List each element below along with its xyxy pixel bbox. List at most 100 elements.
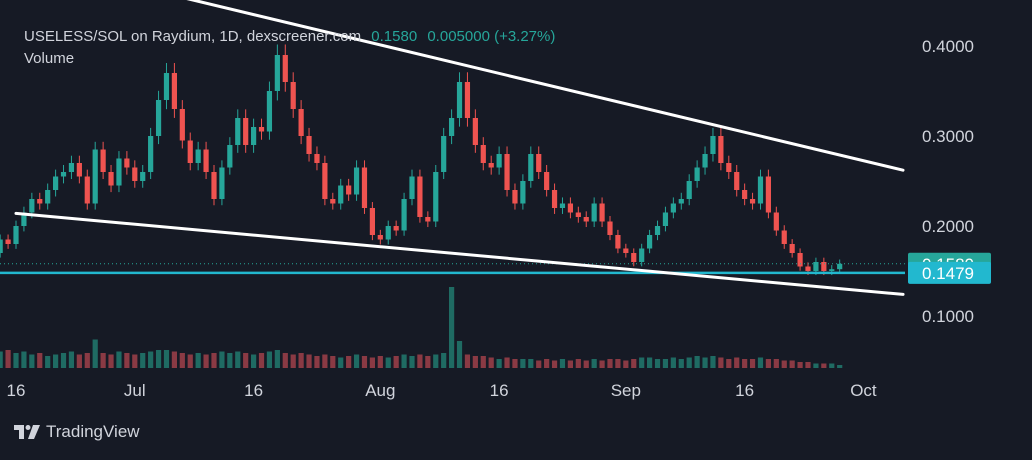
candle-body[interactable] (171, 73, 177, 109)
candle-body[interactable] (425, 217, 431, 222)
candle-body[interactable] (647, 235, 653, 249)
candle-body[interactable] (377, 235, 383, 240)
candle-body[interactable] (187, 140, 193, 164)
candle-body[interactable] (472, 118, 478, 145)
candle-body[interactable] (100, 149, 106, 173)
candle-body[interactable] (274, 55, 280, 91)
candle-body[interactable] (13, 226, 19, 244)
candle-body[interactable] (504, 154, 510, 190)
candle-body[interactable] (124, 158, 130, 168)
candle-body[interactable] (266, 91, 273, 132)
candle-body[interactable] (314, 154, 320, 163)
candle-body[interactable] (298, 109, 304, 136)
candle-body[interactable] (290, 82, 296, 109)
candle-body[interactable] (591, 203, 597, 222)
candle-body[interactable] (0, 239, 3, 254)
candle-body[interactable] (583, 217, 589, 222)
candle-body[interactable] (29, 199, 35, 213)
candle-body[interactable] (544, 172, 550, 190)
candle-body[interactable] (726, 163, 732, 172)
candle-body[interactable] (195, 149, 201, 164)
candle-body[interactable] (148, 136, 154, 172)
candle-body[interactable] (480, 145, 486, 163)
candle-body[interactable] (5, 239, 11, 245)
candle-body[interactable] (662, 212, 669, 227)
candle-body[interactable] (116, 158, 122, 186)
candle-body[interactable] (456, 82, 463, 118)
candle-body[interactable] (742, 190, 748, 199)
candle-body[interactable] (821, 262, 827, 271)
candle-body[interactable] (829, 269, 835, 271)
candle-body[interactable] (678, 199, 684, 204)
candle-body[interactable] (92, 149, 98, 204)
candle-body[interactable] (496, 154, 502, 168)
candle-body[interactable] (734, 172, 740, 190)
candle-body[interactable] (243, 118, 249, 145)
candle-body[interactable] (393, 226, 399, 231)
candle-body[interactable] (631, 253, 637, 262)
candle-body[interactable] (670, 203, 676, 213)
candle-body[interactable] (235, 118, 241, 145)
candle-body[interactable] (45, 190, 51, 204)
candle-body[interactable] (710, 136, 716, 154)
candle-body[interactable] (837, 263, 843, 270)
candle-body[interactable] (163, 73, 170, 100)
candle-body[interactable] (60, 172, 67, 177)
candle-body[interactable] (694, 167, 700, 182)
candle-body[interactable] (203, 149, 209, 173)
candle-body[interactable] (464, 82, 471, 118)
candle-body[interactable] (306, 136, 312, 154)
candle-body[interactable] (322, 163, 328, 199)
candle-body[interactable] (211, 172, 217, 199)
candle-body[interactable] (449, 118, 455, 136)
candle-body[interactable] (68, 163, 75, 172)
candle-body[interactable] (219, 167, 225, 200)
candle-body[interactable] (615, 235, 621, 249)
candle-body[interactable] (441, 136, 447, 172)
candle-body[interactable] (718, 136, 724, 163)
candle-body[interactable] (140, 172, 146, 181)
candle-body[interactable] (401, 199, 407, 231)
candle-body[interactable] (520, 181, 526, 204)
candle-body[interactable] (813, 262, 819, 271)
candle-body[interactable] (258, 127, 265, 132)
candle-body[interactable] (575, 212, 581, 218)
candle-body[interactable] (749, 199, 756, 204)
candle-body[interactable] (654, 226, 661, 235)
candle-body[interactable] (53, 176, 59, 191)
candle-body[interactable] (338, 185, 344, 204)
candle-body[interactable] (607, 221, 613, 236)
candle-body[interactable] (623, 248, 629, 254)
candle-body[interactable] (385, 226, 391, 240)
candle-body[interactable] (536, 154, 542, 172)
candle-body[interactable] (369, 208, 375, 235)
candle-body[interactable] (639, 248, 645, 263)
candle-body[interactable] (599, 203, 605, 222)
candle-body[interactable] (361, 167, 368, 209)
candle-body[interactable] (251, 127, 257, 145)
candle-body[interactable] (757, 176, 764, 204)
candle-body[interactable] (76, 163, 82, 177)
candle-body[interactable] (132, 167, 138, 182)
candle-body[interactable] (282, 55, 288, 82)
candle-body[interactable] (433, 172, 439, 222)
candle-body[interactable] (512, 190, 518, 204)
candle-body[interactable] (789, 244, 795, 253)
candle-body[interactable] (409, 176, 415, 200)
candle-body[interactable] (21, 212, 27, 227)
candle-body[interactable] (353, 167, 360, 195)
trendline-upper[interactable] (103, 0, 905, 172)
candle-body[interactable] (84, 176, 90, 204)
candle-body[interactable] (155, 100, 162, 136)
candle-body[interactable] (765, 176, 771, 213)
candle-body[interactable] (805, 266, 811, 272)
candle-body[interactable] (346, 185, 352, 195)
candle-body[interactable] (781, 230, 787, 245)
candle-body[interactable] (227, 145, 233, 168)
candle-body[interactable] (567, 203, 573, 213)
candle-body[interactable] (686, 181, 692, 199)
candle-body[interactable] (37, 199, 43, 204)
candle-body[interactable] (417, 176, 423, 218)
candle-body[interactable] (702, 154, 708, 168)
